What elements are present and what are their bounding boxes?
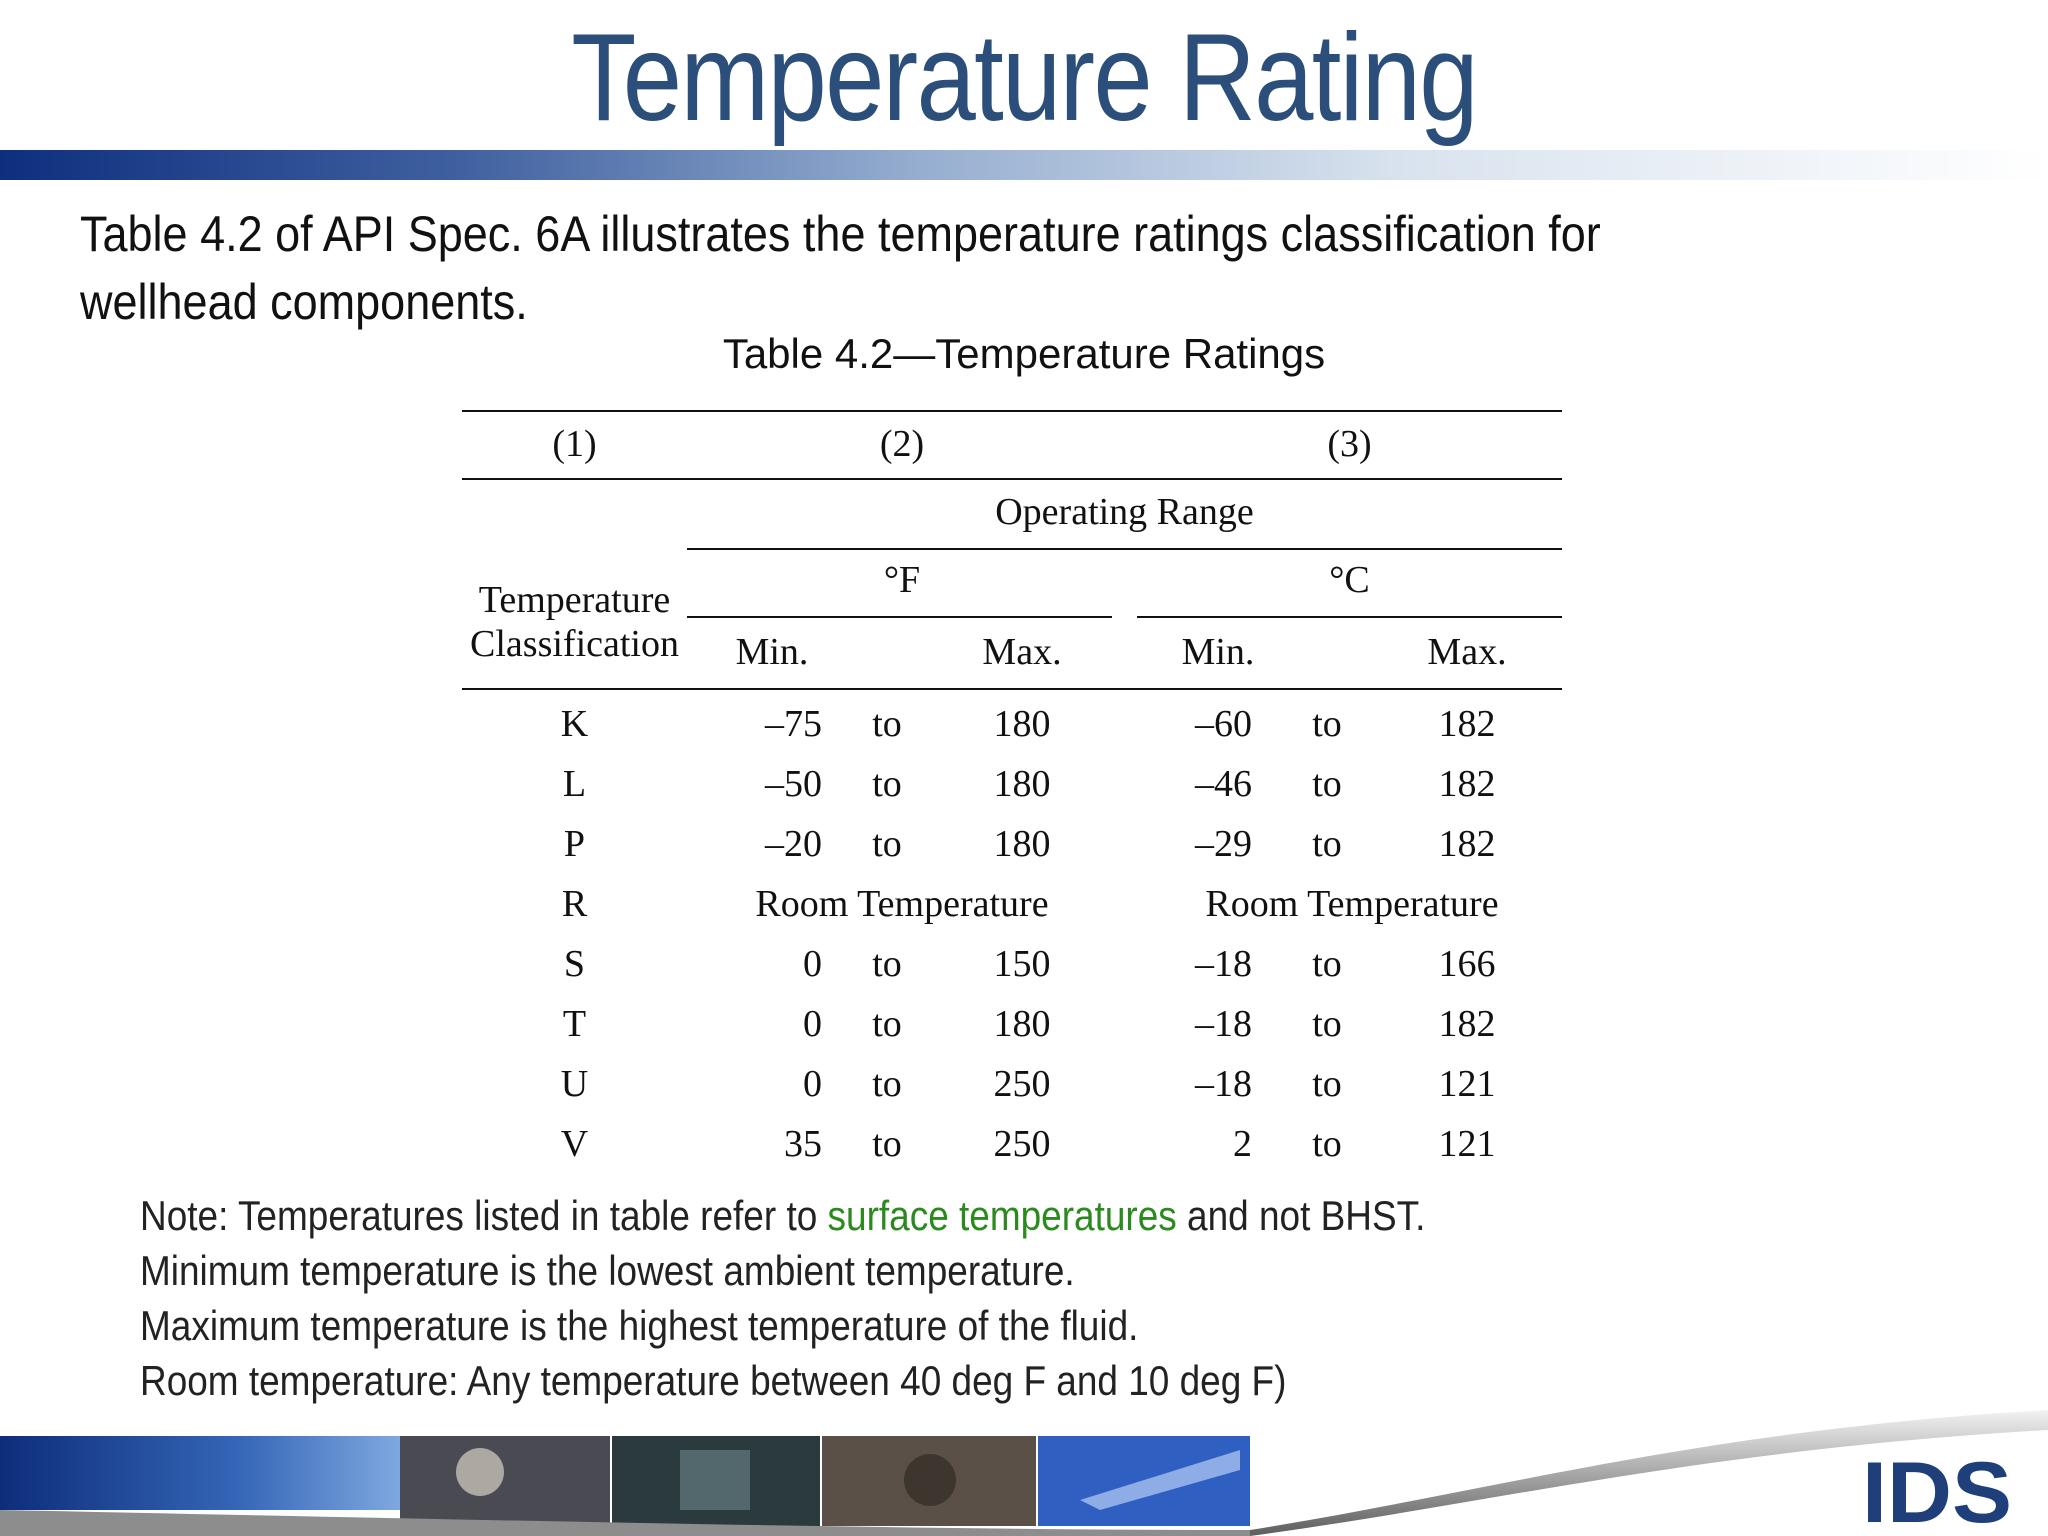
notes-block: Note: Temperatures listed in table refer…	[140, 1188, 1724, 1408]
unit-fahrenheit: °F	[883, 559, 921, 601]
note-line-1: Note: Temperatures listed in table refer…	[140, 1188, 1724, 1243]
celsius-max-cell: 121	[1438, 1123, 1496, 1165]
fahrenheit-to-cell: to	[872, 763, 902, 805]
temperature-class-cell: L	[562, 763, 587, 805]
celsius-to-cell: to	[1312, 703, 1342, 745]
fahrenheit-to-cell: to	[872, 703, 902, 745]
temperature-class-cell: U	[560, 1063, 589, 1105]
footer-photo-3-highlight	[904, 1454, 956, 1506]
temperature-class-cell: T	[562, 1003, 587, 1045]
fahrenheit-max-cell: 180	[993, 823, 1051, 865]
celsius-max-cell: 182	[1438, 763, 1496, 805]
celsius-min-cell: –60	[1195, 703, 1252, 745]
footer-bottom-swoosh	[0, 1510, 1250, 1536]
operating-range-header: Operating Range	[995, 491, 1254, 533]
celsius-max-cell: 182	[1438, 703, 1496, 745]
celsius-max-cell: 182	[1438, 1003, 1496, 1045]
celsius-max-cell: 182	[1438, 823, 1496, 865]
celsius-to-cell: to	[1312, 1003, 1342, 1045]
fahrenheit-min-cell: 35	[784, 1123, 822, 1165]
classification-header-line1: Temperature	[478, 579, 671, 621]
classification-header-line2: Classification	[470, 623, 679, 665]
temperature-class-cell: P	[563, 823, 586, 865]
table-rule-celsius	[1137, 616, 1562, 618]
celsius-min-cell: –18	[1195, 1003, 1252, 1045]
min-header-f: Min.	[735, 631, 809, 673]
fahrenheit-to-cell: to	[872, 1003, 902, 1045]
fahrenheit-max-cell: 250	[993, 1123, 1051, 1165]
fahrenheit-to-cell: to	[872, 1063, 902, 1105]
note-line-1-suffix: and not BHST.	[1176, 1192, 1426, 1239]
fahrenheit-min-cell: 0	[803, 943, 822, 985]
footer-blue-band-left	[0, 1436, 400, 1510]
celsius-range-text-cell: Room Temperature	[1205, 883, 1499, 925]
footer-silver-swoosh	[1250, 1410, 2048, 1536]
celsius-to-cell: to	[1312, 1063, 1342, 1105]
temperature-ratings-table: (1) (2) (3) Operating Range °F °C Temper…	[462, 410, 1562, 1170]
celsius-to-cell: to	[1312, 1123, 1342, 1165]
fahrenheit-min-cell: –20	[765, 823, 822, 865]
celsius-max-cell: 121	[1438, 1063, 1496, 1105]
temperature-class-cell: R	[561, 883, 588, 925]
note-highlight-surface-temperatures: surface temperatures	[827, 1192, 1177, 1239]
fahrenheit-range-text-cell: Room Temperature	[755, 883, 1049, 925]
celsius-to-cell: to	[1312, 823, 1342, 865]
unit-celsius: °C	[1329, 559, 1370, 601]
footer-photo-1-highlight	[456, 1448, 504, 1496]
ids-logo: IDS	[1862, 1445, 2012, 1536]
fahrenheit-min-cell: –75	[765, 703, 822, 745]
table-rule-header-bottom	[462, 688, 1562, 690]
temperature-class-cell: S	[563, 943, 586, 985]
col-number-2: (2)	[879, 423, 925, 465]
fahrenheit-min-cell: 0	[803, 1003, 822, 1045]
celsius-min-cell: –46	[1195, 763, 1252, 805]
table-rule-numbers	[462, 478, 1562, 480]
max-header-c: Max.	[1427, 631, 1507, 673]
col-number-1: (1)	[552, 423, 597, 465]
footer-banner: IDS	[0, 1410, 2048, 1536]
table-rule-operating-range	[687, 548, 1562, 550]
note-line-2: Minimum temperature is the lowest ambien…	[140, 1247, 1075, 1294]
table-caption: Table 4.2—Temperature Ratings	[722, 330, 1326, 377]
fahrenheit-max-cell: 150	[993, 943, 1051, 985]
celsius-min-cell: –18	[1195, 1063, 1252, 1105]
fahrenheit-to-cell: to	[872, 943, 902, 985]
celsius-min-cell: –18	[1195, 943, 1252, 985]
fahrenheit-min-cell: –50	[765, 763, 822, 805]
fahrenheit-min-cell: 0	[803, 1063, 822, 1105]
note-line-4: Room temperature: Any temperature betwee…	[140, 1357, 1287, 1404]
slide-title: Temperature Rating	[571, 9, 1478, 147]
min-header-c: Min.	[1181, 631, 1255, 673]
celsius-min-cell: –29	[1195, 823, 1252, 865]
temperature-class-cell: K	[560, 703, 589, 745]
table-rule-fahrenheit	[687, 616, 1112, 618]
table-rule-top	[462, 410, 1562, 412]
max-header-f: Max.	[982, 631, 1062, 673]
celsius-to-cell: to	[1312, 943, 1342, 985]
note-line-1-prefix: Note: Temperatures listed in table refer…	[140, 1192, 828, 1239]
fahrenheit-max-cell: 180	[993, 763, 1051, 805]
fahrenheit-to-cell: to	[872, 823, 902, 865]
intro-text: Table 4.2 of API Spec. 6A illustrates th…	[80, 206, 1601, 330]
temperature-class-cell: V	[560, 1123, 589, 1165]
title-underline-bar	[0, 150, 2048, 180]
fahrenheit-max-cell: 250	[993, 1063, 1051, 1105]
footer-photo-1	[400, 1436, 610, 1526]
fahrenheit-to-cell: to	[872, 1123, 902, 1165]
col-number-3: (3)	[1327, 423, 1372, 465]
footer-photo-4-highlight	[1080, 1450, 1240, 1510]
celsius-min-cell: 2	[1233, 1123, 1252, 1165]
footer-photo-2-highlight	[680, 1450, 750, 1510]
celsius-to-cell: to	[1312, 763, 1342, 805]
fahrenheit-max-cell: 180	[993, 703, 1051, 745]
footer-photo-strip	[400, 1436, 1250, 1526]
note-line-3: Maximum temperature is the highest tempe…	[140, 1302, 1139, 1349]
fahrenheit-max-cell: 180	[993, 1003, 1051, 1045]
celsius-max-cell: 166	[1438, 943, 1496, 985]
